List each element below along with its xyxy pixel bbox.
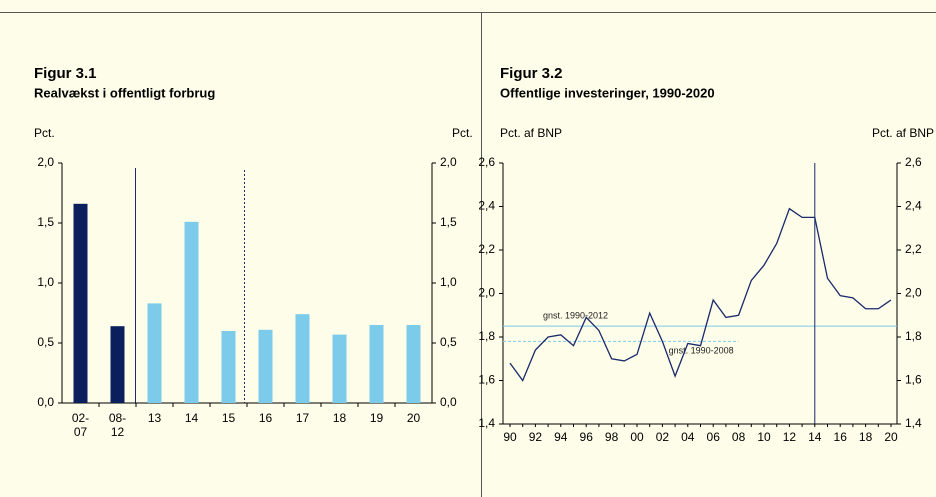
- x-tick-label: 10: [757, 430, 771, 444]
- y2-tick-label: 2,4: [905, 199, 922, 213]
- y2-axis-label: Pct.: [452, 126, 473, 140]
- x-tick-label: 92: [529, 430, 543, 444]
- x-tick-label: 13: [148, 411, 162, 425]
- bar: [221, 331, 236, 403]
- y-axis-label: Pct.: [34, 126, 55, 140]
- y2-tick-label: 2,0: [905, 286, 922, 300]
- x-tick-label: 08-12: [109, 411, 126, 439]
- y2-tick-label: 0,5: [440, 335, 457, 349]
- bar: [406, 325, 421, 403]
- line: [509, 207, 892, 382]
- x-tick-label: 20: [407, 411, 421, 425]
- x-tick-label: 16: [259, 411, 273, 425]
- x-tick-label: 90: [503, 430, 517, 444]
- y-tick-label: 2,6: [478, 155, 495, 169]
- y2-tick-label: 2,2: [905, 242, 922, 256]
- y-tick-label: 1,5: [37, 215, 54, 229]
- chart-title: Figur 3.1: [34, 65, 97, 82]
- y-tick-label: 1,6: [478, 373, 495, 387]
- y-tick-label: 2,2: [478, 242, 495, 256]
- y-tick-label: 2,0: [37, 155, 54, 169]
- chart-subtitle: Offentlige investeringer, 1990-2020: [500, 85, 715, 100]
- chart-title: Figur 3.2: [500, 65, 563, 82]
- bar: [369, 325, 384, 403]
- y-tick-label: 1,8: [478, 329, 495, 343]
- x-tick-label: 18: [333, 411, 347, 425]
- bar: [295, 314, 310, 403]
- y2-tick-label: 1,6: [905, 373, 922, 387]
- y-tick-label: 0,5: [37, 335, 54, 349]
- y2-tick-label: 2,0: [440, 155, 457, 169]
- y2-tick-label: 2,6: [905, 155, 922, 169]
- x-tick-label: 96: [580, 430, 594, 444]
- y2-tick-label: 0,0: [440, 395, 457, 409]
- x-tick-label: 17: [296, 411, 310, 425]
- bar: [73, 203, 88, 403]
- y-tick-label: 0,0: [37, 395, 54, 409]
- y-tick-label: 2,4: [478, 199, 495, 213]
- x-tick-label: 16: [834, 430, 848, 444]
- x-tick-label: 18: [859, 430, 873, 444]
- x-tick-label: 08: [732, 430, 746, 444]
- x-tick-label: 02: [656, 430, 670, 444]
- x-tick-label: 14: [808, 430, 822, 444]
- reference-label: gnst. 1990-2012: [543, 311, 608, 321]
- x-tick-label: 06: [707, 430, 721, 444]
- bar: [332, 334, 347, 403]
- bar: [110, 326, 125, 403]
- y2-tick-label: 1,0: [440, 275, 457, 289]
- x-tick-label: 12: [783, 430, 797, 444]
- y2-tick-label: 1,4: [905, 416, 922, 430]
- x-tick-label: 00: [630, 430, 644, 444]
- bar: [184, 221, 199, 403]
- y-tick-label: 2,0: [478, 286, 495, 300]
- y2-tick-label: 1,5: [440, 215, 457, 229]
- x-tick-label: 14: [185, 411, 199, 425]
- y-tick-label: 1,0: [37, 275, 54, 289]
- y2-tick-label: 1,8: [905, 329, 922, 343]
- x-tick-label: 15: [222, 411, 236, 425]
- bar: [258, 329, 273, 403]
- x-tick-label: 04: [681, 430, 695, 444]
- y-axis-label: Pct. af BNP: [500, 126, 562, 140]
- y-tick-label: 1,4: [478, 416, 495, 430]
- x-tick-label: 02-07: [72, 411, 89, 439]
- bar: [147, 303, 162, 403]
- x-tick-label: 20: [884, 430, 898, 444]
- x-tick-label: 98: [605, 430, 619, 444]
- reference-label: gnst. 1990-2008: [669, 346, 734, 356]
- y2-axis-label: Pct. af BNP: [872, 126, 934, 140]
- x-tick-label: 94: [554, 430, 568, 444]
- chart-subtitle: Realvækst i offentligt forbrug: [34, 85, 215, 100]
- x-tick-label: 19: [370, 411, 384, 425]
